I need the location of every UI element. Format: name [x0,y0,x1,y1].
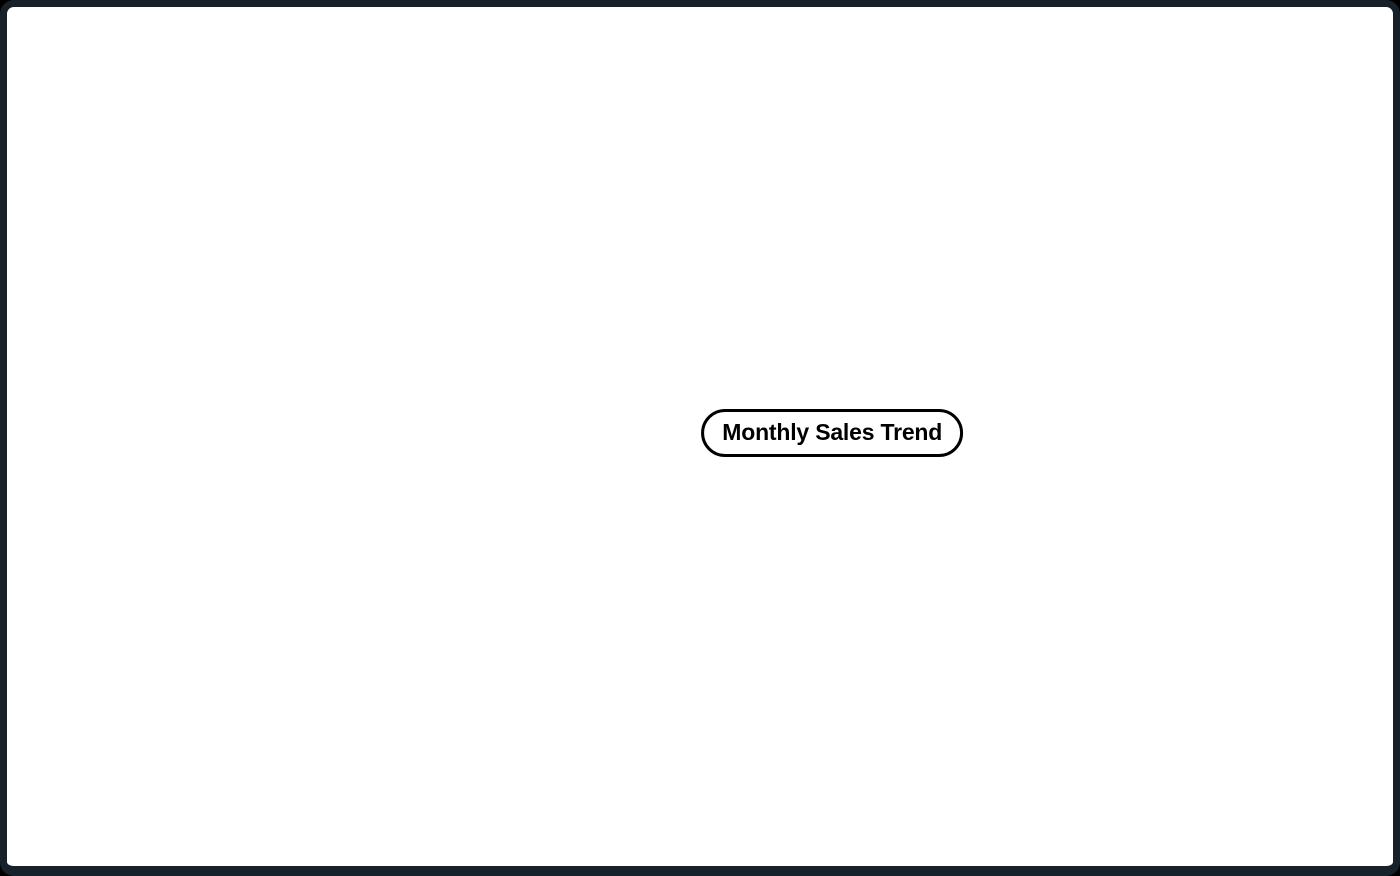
trend-annotation-pill: Monthly Sales Trend [701,408,964,457]
trend-annotation-label: Monthly Sales Trend [722,419,943,446]
